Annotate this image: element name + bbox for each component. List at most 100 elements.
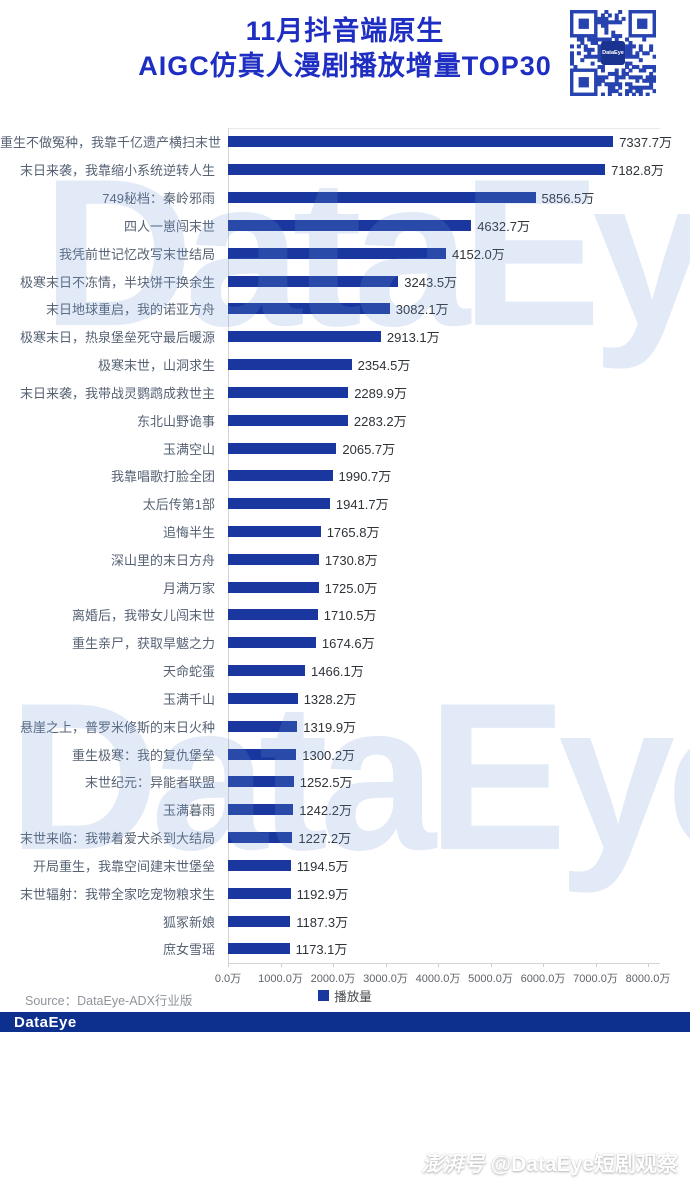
chart-row: 开局重生，我靠空间建末世堡垒 1194.5万 <box>0 852 690 880</box>
value-label: 1319.9万 <box>303 719 357 735</box>
tick-mark <box>228 963 229 967</box>
bar-area: 1710.5万 <box>228 605 377 624</box>
bar-area: 2065.7万 <box>228 439 395 458</box>
drama-title-label: 末日地球重启，我的诺亚方舟 <box>45 302 215 318</box>
drama-title-label: 离婚后，我带女儿闯末世 <box>71 608 215 624</box>
drama-title-label: 庶女雪瑶 <box>162 942 215 958</box>
bar-area: 4152.0万 <box>228 244 505 263</box>
bar-area: 1328.2万 <box>228 689 356 708</box>
value-label: 1187.3万 <box>296 914 349 930</box>
bar <box>228 581 319 593</box>
bar-area: 1990.7万 <box>228 466 391 485</box>
bar-area: 1730.8万 <box>228 550 378 569</box>
bar-area: 4632.7万 <box>228 216 530 235</box>
drama-title-label: 四人一崽闯末世 <box>123 218 215 234</box>
chart-row: 玉满空山 2065.7万 <box>0 434 690 462</box>
drama-title-label: 末日来袭，我靠缩小系统逆转人生 <box>19 163 215 179</box>
bar <box>228 553 319 565</box>
bar <box>228 331 381 343</box>
drama-title-label: 东北山野诡事 <box>136 413 215 429</box>
chart-row: 末日来袭，我靠缩小系统逆转人生 7182.8万 <box>0 156 690 184</box>
bar-area: 1194.5万 <box>228 856 349 875</box>
tick-mark <box>280 963 282 967</box>
value-label: 1227.2万 <box>298 831 352 847</box>
tick-label: 1000.0万 <box>258 973 303 985</box>
drama-title-label: 玉满千山 <box>162 691 215 707</box>
qr-code: DataEye <box>570 10 656 96</box>
chart-row: 重生亲尸，获取旱魃之力 1674.6万 <box>0 629 690 657</box>
chart-row: 末世来临：我带着爱犬杀到大结局 1227.2万 <box>0 824 690 852</box>
tick-mark <box>438 963 439 967</box>
pengpai-logo: 澎湃号 <box>421 1153 485 1176</box>
bar <box>228 859 291 871</box>
chart-row: 极寒末日不冻情，半块饼干换余生 3243.5万 <box>0 267 690 295</box>
title-line-2: AIGC仿真人漫剧播放增量TOP30 <box>138 51 552 81</box>
chart-row: 天命蛇蛋 1466.1万 <box>0 657 690 685</box>
bar <box>228 748 297 760</box>
platform-stamp: 澎湃号 @DataEye短剧观察 <box>422 1148 678 1178</box>
legend-label: 播放量 <box>334 989 372 1004</box>
value-label: 1990.7万 <box>338 469 392 485</box>
bar <box>228 470 333 482</box>
drama-title-label: 重生不做冤种，我靠千亿遗产横扫末世 <box>0 135 222 151</box>
bar <box>228 275 399 287</box>
value-label: 7182.8万 <box>611 163 664 179</box>
value-label: 1328.2万 <box>303 691 357 707</box>
bar-area: 1725.0万 <box>228 578 377 597</box>
bar <box>228 609 318 621</box>
chart-legend: 播放量 <box>0 987 690 1004</box>
drama-title-label: 玉满空山 <box>162 441 215 457</box>
bar-area: 3243.5万 <box>228 272 457 291</box>
chart-row: 玉满千山 1328.2万 <box>0 685 690 713</box>
bar <box>228 943 290 955</box>
bar-area: 1252.5万 <box>228 772 353 791</box>
drama-title-label: 太后传第1部 <box>142 497 215 513</box>
value-label: 7337.7万 <box>619 135 672 151</box>
bar-area: 3082.1万 <box>228 299 449 318</box>
tick-mark <box>543 963 544 967</box>
drama-title-label: 狐冢新娘 <box>162 914 215 930</box>
bar <box>228 637 316 649</box>
bar <box>228 359 352 371</box>
chart-row: 悬崖之上，普罗米修斯的末日火种 1319.9万 <box>0 712 690 740</box>
value-label: 4152.0万 <box>452 246 505 262</box>
chart-row: 四人一崽闯末世 4632.7万 <box>0 211 690 239</box>
tick-label: 2000.0万 <box>310 973 356 985</box>
drama-title-label: 重生极寒：我的复仇堡垒 <box>71 747 215 763</box>
bar <box>228 804 294 816</box>
tick-mark <box>648 963 649 967</box>
value-label: 1674.6万 <box>321 636 375 652</box>
bar <box>228 164 606 176</box>
chart-row: 末日来袭，我带战灵鹦鹉成救世主 2289.9万 <box>0 378 690 406</box>
y-axis-line <box>228 128 229 963</box>
bar <box>228 526 321 537</box>
bar <box>228 219 472 231</box>
drama-title-label: 极寒末日不冻情，半块饼干换余生 <box>19 274 215 290</box>
value-label: 1192.9万 <box>296 886 349 902</box>
value-label: 3082.1万 <box>395 302 449 318</box>
bar <box>228 832 293 844</box>
drama-title-label: 天命蛇蛋 <box>162 664 215 680</box>
bar <box>228 414 348 426</box>
bar-area: 2354.5万 <box>228 355 410 374</box>
drama-title-label: 重生亲尸，获取旱魃之力 <box>71 636 215 652</box>
stamp-text: @DataEye短剧观察 <box>490 1153 678 1176</box>
drama-title-label: 末世辐射：我带全家吃宠物粮求生 <box>19 886 215 902</box>
value-label: 1173.1万 <box>295 942 348 958</box>
bar-area: 7337.7万 <box>228 132 672 151</box>
plot-top-border <box>228 128 660 129</box>
chart-row: 末世辐射：我带全家吃宠物粮求生 1192.9万 <box>0 879 690 907</box>
chart-row: 离婚后，我带女儿闯末世 1710.5万 <box>0 601 690 629</box>
bar-area: 5856.5万 <box>228 188 594 207</box>
bar-area: 1242.2万 <box>228 800 352 819</box>
chart-row: 东北山野诡事 2283.2万 <box>0 406 690 434</box>
bar-area: 1674.6万 <box>228 633 375 652</box>
drama-title-label: 深山里的末日方舟 <box>110 552 215 568</box>
drama-title-label: 悬崖之上，普罗米修斯的末日火种 <box>19 719 215 735</box>
value-label: 1194.5万 <box>296 858 349 874</box>
drama-title-label: 月满万家 <box>162 580 215 596</box>
tick-label: 0.0万 <box>214 973 242 985</box>
chart-row: 玉满暮雨 1242.2万 <box>0 796 690 824</box>
bar-area: 1941.7万 <box>228 494 389 513</box>
